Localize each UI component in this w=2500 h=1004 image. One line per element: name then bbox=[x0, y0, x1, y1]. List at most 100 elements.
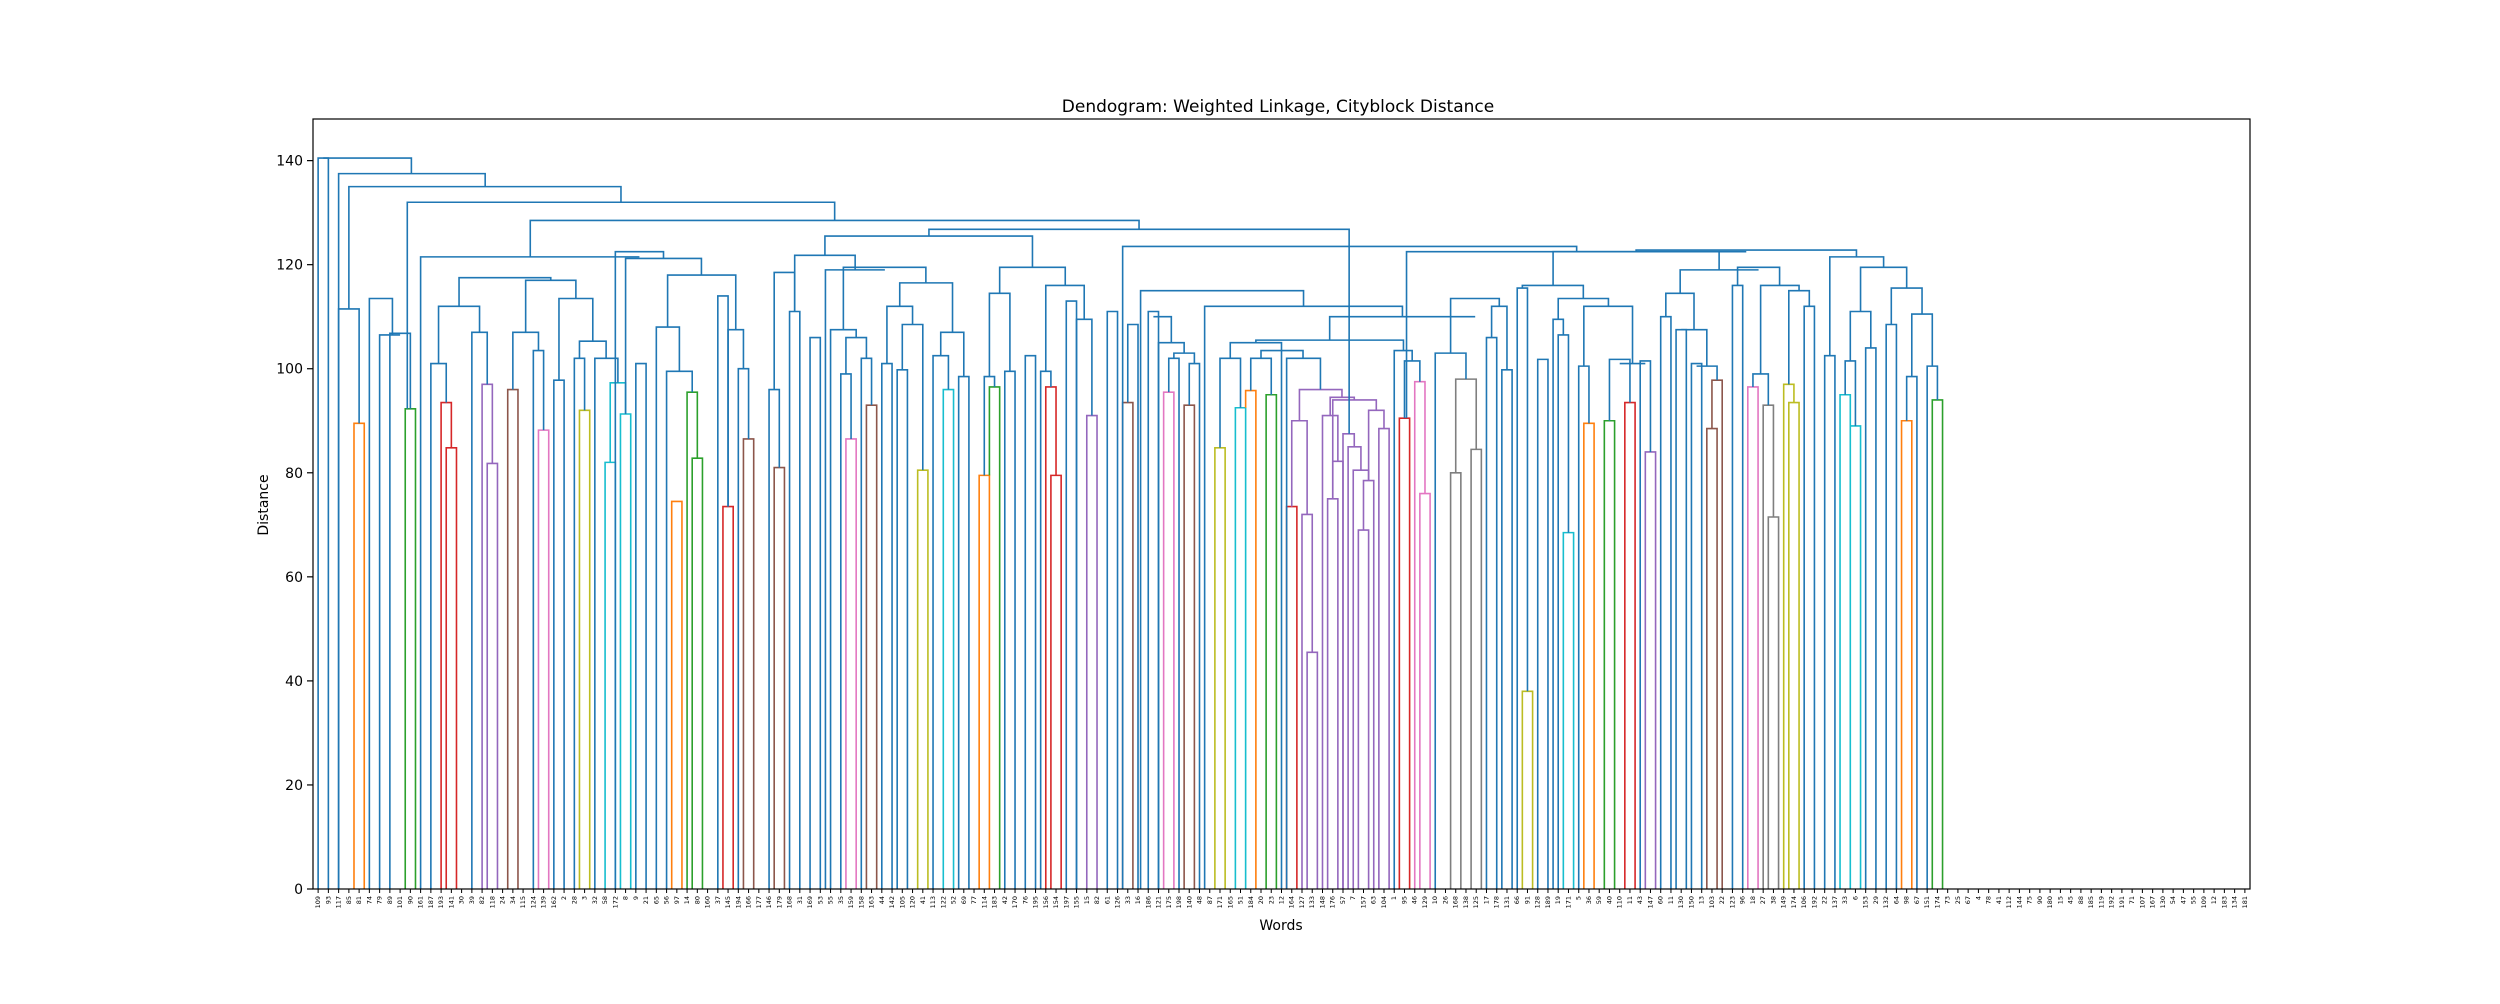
y-tick-label: 0 bbox=[294, 882, 303, 898]
leaf-label: 12 bbox=[1278, 896, 1286, 904]
dendrogram-link bbox=[1321, 414, 1339, 889]
leaf-label: 10 bbox=[1431, 896, 1439, 904]
dendrogram-link bbox=[1434, 352, 1467, 889]
leaf-label: 109 bbox=[2200, 896, 2208, 908]
dendrogram-link bbox=[1931, 399, 1944, 889]
leaf-label: 23 bbox=[1267, 896, 1275, 904]
dendrogram-link bbox=[1767, 516, 1780, 889]
dendrogram-link bbox=[1711, 379, 1723, 889]
leaf-label: 140 bbox=[1185, 896, 1193, 908]
dendrogram-link bbox=[1516, 287, 1529, 889]
dendrogram-link bbox=[1405, 250, 1747, 419]
dendrogram-link bbox=[323, 157, 413, 174]
leaf-label: 165 bbox=[1226, 896, 1234, 908]
leaf-label: 192 bbox=[2108, 896, 2116, 908]
dendrogram-link bbox=[670, 500, 683, 889]
y-tick-label: 60 bbox=[285, 570, 303, 586]
leaf-label: 105 bbox=[898, 896, 906, 908]
dendrogram-link bbox=[896, 368, 909, 889]
dendrogram-link bbox=[842, 266, 927, 330]
dendrogram-link bbox=[824, 235, 1034, 268]
leaf-label: 183 bbox=[991, 896, 999, 908]
dendrogram-link bbox=[983, 375, 996, 476]
leaf-label: 167 bbox=[2149, 896, 2157, 908]
leaf-label: 171 bbox=[1564, 896, 1572, 908]
leaf-label: 159 bbox=[847, 896, 855, 908]
leaf-label: 71 bbox=[2128, 896, 2136, 904]
dendrogram-link bbox=[624, 257, 703, 414]
leaf-label: 41 bbox=[1995, 896, 2003, 904]
dendrogram-link bbox=[437, 305, 481, 364]
dendrogram-link bbox=[1454, 378, 1478, 473]
dendrogram-link bbox=[524, 279, 577, 333]
dendrogram-link bbox=[793, 254, 856, 312]
dendrogram-link bbox=[1485, 336, 1498, 889]
dendrogram-link bbox=[1398, 417, 1411, 889]
dendrogram-link bbox=[594, 357, 619, 889]
dendrogram-link bbox=[845, 438, 857, 889]
dendrogram-link bbox=[1501, 368, 1513, 889]
leaf-label: 157 bbox=[1359, 896, 1367, 908]
leaf-label: 6 bbox=[1851, 896, 1859, 900]
leaf-label: 124 bbox=[529, 896, 537, 908]
leaf-label: 138 bbox=[1462, 896, 1470, 908]
dendrogram-link bbox=[389, 332, 412, 889]
dendrogram-link bbox=[1659, 315, 1672, 889]
x-axis: 109 93 117 85 81 74 79 89 101 90 161 187 193 141 30 39 8… bbox=[314, 889, 2249, 908]
leaf-label: 197 bbox=[1062, 896, 1070, 908]
dendrogram-link bbox=[1624, 401, 1636, 889]
dendrogram-link bbox=[1639, 360, 1652, 889]
dendrogram-link bbox=[1608, 358, 1631, 421]
leaf-label: 25 bbox=[1954, 896, 1962, 904]
dendrogram-link bbox=[348, 185, 622, 309]
leaf-label: 183 bbox=[2220, 896, 2228, 908]
leaf-label: 67 bbox=[1913, 896, 1921, 904]
leaf-label: 2 bbox=[560, 896, 568, 900]
dendrogram-link bbox=[1403, 360, 1421, 419]
dendrogram-link bbox=[337, 172, 486, 889]
dendrogram-link bbox=[886, 305, 914, 364]
dendrogram-link bbox=[1065, 300, 1078, 889]
leaf-label: 115 bbox=[519, 896, 527, 908]
dendrogram-link bbox=[1885, 323, 1898, 889]
y-tick-label: 80 bbox=[285, 466, 303, 482]
y-axis: 0 20 40 60 80 100 120 140 bbox=[276, 154, 313, 898]
chart-title: Dendogram: Weighted Linkage, Cityblock D… bbox=[1062, 97, 1494, 117]
leaf-label: 20 bbox=[1257, 896, 1265, 904]
dendrogram-link bbox=[445, 447, 458, 889]
dendrogram-link bbox=[1679, 269, 1759, 294]
dendrogram-link bbox=[1536, 358, 1549, 889]
dendrogram-link bbox=[1583, 305, 1634, 367]
dendrogram-link bbox=[1829, 256, 1885, 356]
leaf-label: 170 bbox=[1011, 896, 1019, 908]
leaf-label: 52 bbox=[950, 896, 958, 904]
dendrogram-link bbox=[788, 310, 801, 889]
leaf-label: 160 bbox=[704, 896, 712, 908]
dendrogram-link bbox=[1306, 651, 1319, 889]
dendrogram-link bbox=[768, 388, 781, 889]
dendrogram-link bbox=[1864, 347, 1877, 889]
leaf-label: 55 bbox=[2190, 896, 2198, 904]
leaf-label: 121 bbox=[1155, 896, 1163, 908]
leaf-label: 181 bbox=[2241, 896, 2249, 908]
dendrogram-link bbox=[988, 386, 1001, 889]
leaf-label: 147 bbox=[1646, 896, 1654, 908]
leaf-label: 178 bbox=[1493, 896, 1501, 908]
dendrogram-link bbox=[1839, 393, 1852, 889]
leaf-label: 88 bbox=[2077, 896, 2085, 904]
leaf-label: 132 bbox=[1882, 896, 1890, 908]
leaf-label: 45 bbox=[2067, 896, 2075, 904]
dendrogram-link bbox=[1681, 328, 1708, 367]
leaf-label: 1 bbox=[1390, 896, 1398, 900]
leaf-label: 64 bbox=[1892, 896, 1900, 904]
dendrogram-link bbox=[1583, 422, 1595, 889]
leaf-label: 180 bbox=[2046, 896, 2054, 908]
y-tick-label: 140 bbox=[276, 154, 303, 170]
leaf-label: 27 bbox=[1759, 896, 1767, 904]
leaf-label: 76 bbox=[1021, 896, 1029, 904]
dendrogram-link bbox=[1378, 427, 1390, 889]
dendrogram-link bbox=[1562, 531, 1575, 889]
dendrogram-link bbox=[1470, 448, 1483, 889]
leaf-label: 169 bbox=[806, 896, 814, 908]
dendrogram-link bbox=[1665, 292, 1695, 330]
